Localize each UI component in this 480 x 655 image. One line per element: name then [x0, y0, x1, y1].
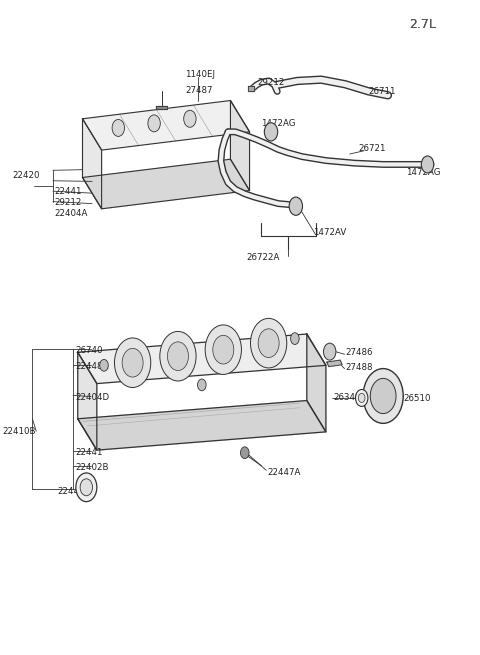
- Circle shape: [264, 122, 278, 141]
- Circle shape: [324, 343, 336, 360]
- Circle shape: [421, 156, 434, 173]
- Text: 26711: 26711: [369, 87, 396, 96]
- Polygon shape: [83, 100, 250, 150]
- Text: 22441: 22441: [75, 448, 102, 457]
- Circle shape: [359, 394, 365, 403]
- Circle shape: [356, 390, 368, 406]
- Polygon shape: [156, 105, 168, 109]
- Text: 22404A: 22404A: [54, 209, 87, 218]
- Circle shape: [100, 360, 108, 371]
- Circle shape: [168, 342, 189, 371]
- Polygon shape: [230, 100, 250, 191]
- Text: 22441: 22441: [54, 187, 82, 196]
- Text: 29212: 29212: [257, 78, 285, 86]
- Circle shape: [160, 331, 196, 381]
- Text: 1140EJ: 1140EJ: [185, 70, 215, 79]
- Text: 26722A: 26722A: [246, 253, 279, 262]
- Text: 22402B: 22402B: [75, 463, 108, 472]
- Circle shape: [363, 369, 403, 423]
- Text: 27487: 27487: [185, 86, 213, 94]
- Text: 22410B: 22410B: [3, 426, 36, 436]
- Polygon shape: [78, 334, 326, 384]
- Circle shape: [148, 115, 160, 132]
- Text: 22447A: 22447A: [267, 468, 300, 477]
- Circle shape: [290, 333, 299, 345]
- Circle shape: [184, 110, 196, 127]
- Text: 22443B: 22443B: [57, 487, 91, 496]
- Text: 27486: 27486: [346, 348, 373, 358]
- Text: 2.7L: 2.7L: [409, 18, 436, 31]
- Polygon shape: [83, 159, 250, 209]
- Circle shape: [80, 479, 93, 496]
- Polygon shape: [83, 119, 102, 209]
- Circle shape: [115, 338, 151, 388]
- Text: 1472AG: 1472AG: [406, 168, 440, 177]
- Text: 2.7L: 2.7L: [409, 18, 436, 31]
- Text: 22420: 22420: [12, 171, 40, 180]
- Circle shape: [205, 325, 241, 375]
- Text: 22448A: 22448A: [75, 362, 108, 371]
- Text: 26721: 26721: [359, 144, 386, 153]
- Circle shape: [112, 119, 124, 136]
- Polygon shape: [248, 86, 254, 92]
- Text: 26349: 26349: [334, 393, 361, 402]
- Text: 26510: 26510: [403, 394, 431, 403]
- Text: 22404D: 22404D: [75, 394, 109, 402]
- Circle shape: [198, 379, 206, 391]
- Circle shape: [289, 197, 302, 215]
- Text: 26740: 26740: [75, 346, 102, 356]
- Text: 29212: 29212: [54, 198, 81, 207]
- Polygon shape: [78, 352, 97, 450]
- Circle shape: [76, 473, 97, 502]
- Circle shape: [258, 329, 279, 358]
- Polygon shape: [307, 334, 326, 432]
- Text: 27488: 27488: [346, 363, 373, 372]
- Text: 1472AG: 1472AG: [261, 119, 295, 128]
- Circle shape: [240, 447, 249, 458]
- Circle shape: [370, 379, 396, 413]
- Circle shape: [251, 318, 287, 368]
- Circle shape: [122, 348, 143, 377]
- Text: 1472AV: 1472AV: [312, 228, 346, 236]
- Polygon shape: [78, 401, 326, 450]
- Circle shape: [213, 335, 234, 364]
- Polygon shape: [327, 360, 342, 367]
